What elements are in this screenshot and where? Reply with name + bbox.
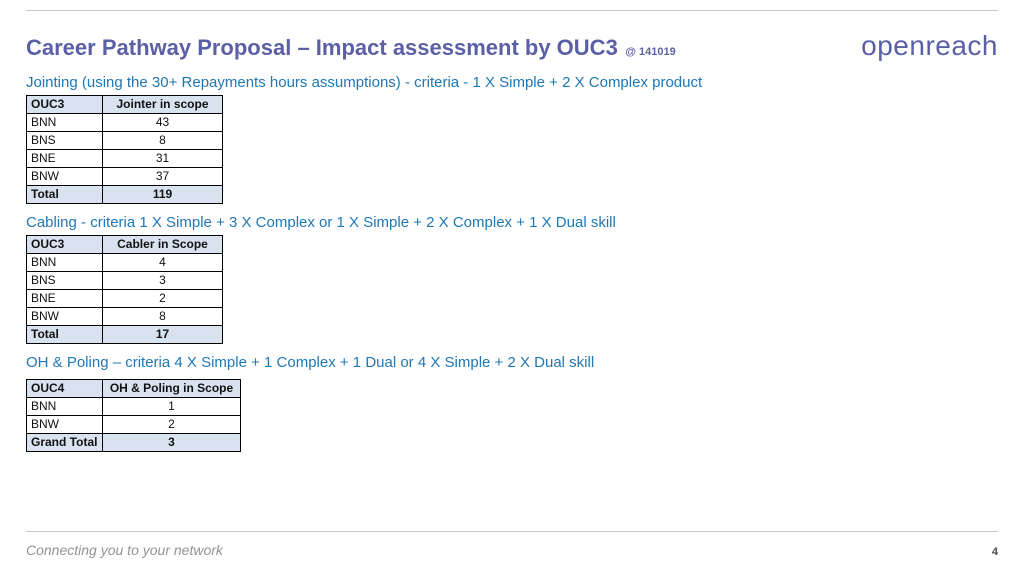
section-jointing: Jointing (using the 30+ Repayments hours… xyxy=(26,74,702,204)
bottom-rule xyxy=(26,531,998,532)
cell-value: 37 xyxy=(103,168,223,186)
section-ohpoling-heading: OH & Poling – criteria 4 X Simple + 1 Co… xyxy=(26,354,594,371)
th-scope: Cabler in Scope xyxy=(103,236,223,254)
table-row: BNE2 xyxy=(27,290,223,308)
table-row: BNN4 xyxy=(27,254,223,272)
section-jointing-heading: Jointing (using the 30+ Repayments hours… xyxy=(26,74,702,91)
cell-code: BNW xyxy=(27,168,103,186)
cell-code: BNW xyxy=(27,308,103,326)
cell-code: BNS xyxy=(27,132,103,150)
th-ouc: OUC3 xyxy=(27,236,103,254)
cell-value: 3 xyxy=(103,272,223,290)
th-ouc: OUC4 xyxy=(27,380,103,398)
cell-code: BNN xyxy=(27,114,103,132)
cell-code: BNN xyxy=(27,398,103,416)
cell-total-value: 119 xyxy=(103,186,223,204)
brand-logo: openreach xyxy=(861,30,998,62)
cell-total-value: 17 xyxy=(103,326,223,344)
th-scope: Jointer in scope xyxy=(103,96,223,114)
table-total-row: Total119 xyxy=(27,186,223,204)
cell-total-label: Grand Total xyxy=(27,434,103,452)
cell-value: 8 xyxy=(103,132,223,150)
cell-value: 31 xyxy=(103,150,223,168)
table-cabling: OUC3 Cabler in Scope BNN4 BNS3 BNE2 BNW8… xyxy=(26,235,223,344)
th-ouc: OUC3 xyxy=(27,96,103,114)
cell-value: 2 xyxy=(103,290,223,308)
section-ohpoling: OH & Poling – criteria 4 X Simple + 1 Co… xyxy=(26,354,594,452)
table-jointing: OUC3 Jointer in scope BNN43 BNS8 BNE31 B… xyxy=(26,95,223,204)
cell-total-label: Total xyxy=(27,326,103,344)
cell-code: BNE xyxy=(27,290,103,308)
cell-code: BNN xyxy=(27,254,103,272)
section-cabling-heading: Cabling - criteria 1 X Simple + 3 X Comp… xyxy=(26,214,616,231)
table-row: BNN1 xyxy=(27,398,241,416)
section-cabling: Cabling - criteria 1 X Simple + 3 X Comp… xyxy=(26,214,616,344)
cell-code: BNS xyxy=(27,272,103,290)
page-title-sub: @ 141019 xyxy=(625,46,676,58)
cell-value: 4 xyxy=(103,254,223,272)
cell-value: 8 xyxy=(103,308,223,326)
header-row: Career Pathway Proposal – Impact assessm… xyxy=(26,30,998,62)
cell-value: 1 xyxy=(103,398,241,416)
footer-tagline: Connecting you to your network xyxy=(26,542,223,558)
table-ohpoling: OUC4 OH & Poling in Scope BNN1 BNW2 Gran… xyxy=(26,379,241,452)
table-row: BNW8 xyxy=(27,308,223,326)
page-title-wrap: Career Pathway Proposal – Impact assessm… xyxy=(26,35,676,61)
table-total-row: Grand Total3 xyxy=(27,434,241,452)
top-rule xyxy=(26,10,998,11)
cell-total-label: Total xyxy=(27,186,103,204)
cell-value: 2 xyxy=(103,416,241,434)
table-row: BNW2 xyxy=(27,416,241,434)
table-total-row: Total17 xyxy=(27,326,223,344)
cell-total-value: 3 xyxy=(103,434,241,452)
cell-value: 43 xyxy=(103,114,223,132)
table-row: BNS3 xyxy=(27,272,223,290)
th-scope: OH & Poling in Scope xyxy=(103,380,241,398)
cell-code: BNW xyxy=(27,416,103,434)
table-row: BNS8 xyxy=(27,132,223,150)
page-title: Career Pathway Proposal – Impact assessm… xyxy=(26,35,618,60)
table-row: BNE31 xyxy=(27,150,223,168)
page-number: 4 xyxy=(992,546,998,558)
cell-code: BNE xyxy=(27,150,103,168)
table-row: BNW37 xyxy=(27,168,223,186)
table-row: BNN43 xyxy=(27,114,223,132)
